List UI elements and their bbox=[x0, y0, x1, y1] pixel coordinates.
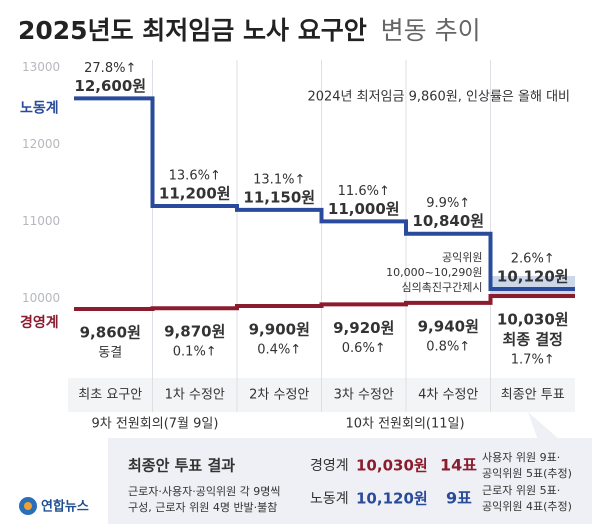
result-votes: 14표 bbox=[440, 456, 477, 475]
result-title: 최종안 투표 결과 bbox=[128, 457, 235, 475]
final-note: 최종 결정 bbox=[503, 330, 563, 348]
note: 2024년 최저임금 9,860원, 인상률은 올해 대비 bbox=[307, 90, 570, 105]
title-sub: 변동 추이 bbox=[381, 16, 481, 45]
result-amount: 10,030원 bbox=[356, 457, 428, 475]
y-tick-label: 10000 bbox=[22, 291, 60, 305]
change-label: 0.6%↑ bbox=[342, 341, 386, 356]
group-label: 9차 전원회의(7월 9일) bbox=[92, 417, 219, 432]
value-label: 11,150원 bbox=[243, 188, 315, 206]
x-tick-label: 3차 수정안 bbox=[334, 388, 394, 403]
x-tick-label: 최종안 투표 bbox=[501, 388, 565, 403]
result-amount: 10,120원 bbox=[356, 490, 428, 508]
result-note: 근로자·사용자·공익위원 각 9명씩 bbox=[128, 485, 281, 498]
change-label: 1.7%↑ bbox=[511, 352, 555, 367]
value-label: 9,860원 bbox=[80, 324, 141, 342]
value-label: 9,900원 bbox=[249, 320, 310, 338]
result-name: 노동계 bbox=[310, 491, 349, 507]
change-label: 9.9%↑ bbox=[426, 196, 470, 211]
change-label: 0.1%↑ bbox=[173, 345, 217, 360]
result-box bbox=[108, 438, 592, 524]
result-detail: 공익위원 4표(추정) bbox=[482, 500, 572, 513]
value-label: 9,920원 bbox=[333, 319, 394, 337]
value-label: 9,940원 bbox=[418, 317, 479, 335]
result-detail: 공익위원 5표(추정) bbox=[482, 467, 572, 480]
value-label: 9,870원 bbox=[164, 323, 225, 341]
series-label: 노동계 bbox=[20, 100, 59, 116]
title-main: 2025년도 최저임금 노사 요구안 bbox=[18, 16, 367, 45]
value-label: 10,120원 bbox=[497, 268, 569, 286]
band-title: 공익위원 bbox=[442, 251, 482, 264]
y-tick-label: 12000 bbox=[22, 137, 60, 151]
group-label: 10차 전원회의(11일) bbox=[345, 417, 464, 432]
result-note: 구성, 근로자 위원 4명 반발·불참 bbox=[128, 501, 277, 514]
result-votes: 9표 bbox=[446, 489, 472, 508]
chart-title: 2025년도 최저임금 노사 요구안 변동 추이 bbox=[18, 16, 481, 45]
result-name: 경영계 bbox=[310, 458, 349, 474]
source: 연합뉴스 bbox=[41, 499, 89, 515]
y-tick-label: 13000 bbox=[22, 60, 60, 74]
band-note: 심의촉진구간제시 bbox=[402, 281, 483, 294]
change-label: 2.6%↑ bbox=[511, 252, 555, 267]
result-detail: 사용자 위원 9표· bbox=[482, 451, 560, 464]
change-label: 0.4%↑ bbox=[257, 342, 301, 357]
change-label: 11.6%↑ bbox=[338, 184, 390, 199]
x-tick-label: 1차 수정안 bbox=[165, 388, 225, 403]
change-label: 13.1%↑ bbox=[253, 172, 305, 187]
pointer bbox=[528, 412, 560, 440]
change-label: 27.8%↑ bbox=[84, 61, 136, 76]
value-label: 11,200원 bbox=[159, 185, 231, 203]
x-tick-label: 4차 수정안 bbox=[418, 388, 478, 403]
change-label: 0.8%↑ bbox=[426, 339, 470, 354]
result-detail: 근로자 위원 5표· bbox=[482, 484, 560, 497]
value-label: 11,000원 bbox=[328, 200, 400, 218]
value-label: 12,600원 bbox=[74, 77, 146, 95]
value-label: 10,840원 bbox=[412, 212, 484, 230]
change-label: 동결 bbox=[98, 346, 122, 361]
x-tick-label: 2차 수정안 bbox=[249, 388, 309, 403]
x-tick-label: 최초 요구안 bbox=[78, 388, 142, 403]
y-tick-label: 11000 bbox=[22, 214, 60, 228]
band-label: 10,000~10,290원 bbox=[386, 266, 482, 279]
value-label: 10,030원 bbox=[497, 310, 569, 328]
series-label: 경영계 bbox=[20, 314, 59, 331]
change-label: 13.6%↑ bbox=[169, 169, 221, 184]
logo-mark bbox=[24, 502, 32, 510]
